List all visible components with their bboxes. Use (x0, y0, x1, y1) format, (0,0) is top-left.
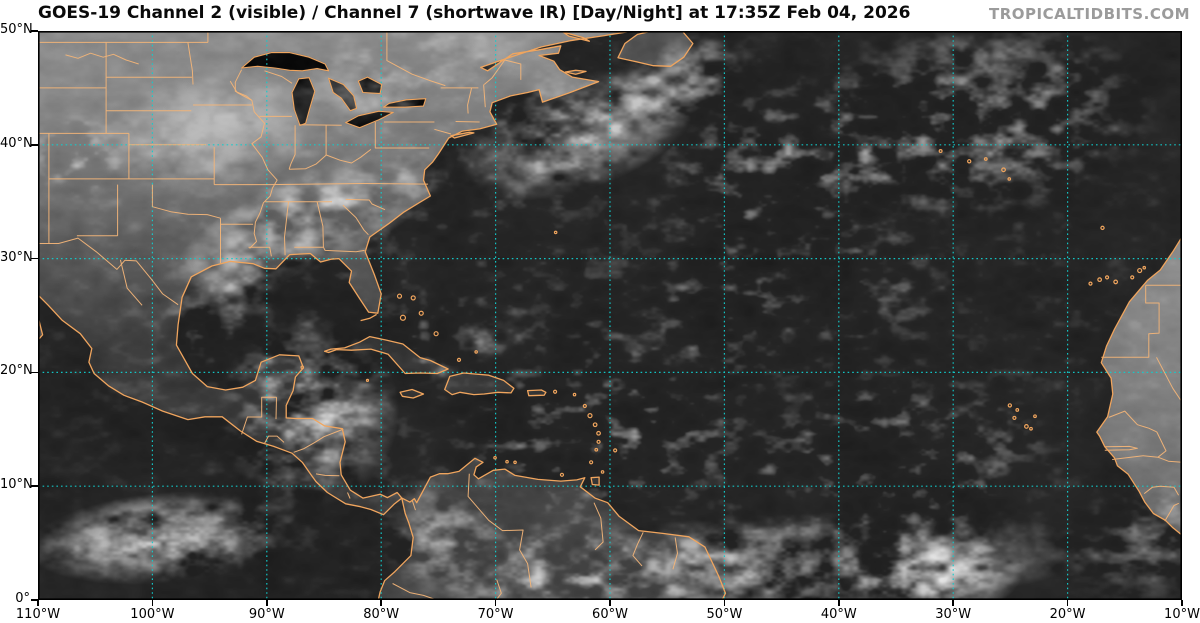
lat-tick (31, 599, 38, 601)
lon-tick (151, 600, 154, 606)
lon-tick (1066, 600, 1069, 606)
lon-tick (1181, 600, 1183, 606)
watermark-tropicaltidbits: TROPICALTIDBITS.COM (989, 5, 1190, 23)
lon-tick (609, 600, 611, 606)
lat-tick-label: 50°N (0, 22, 33, 37)
lat-tick-label: 10°N (0, 477, 33, 493)
lat-tick-label: 20°N (0, 363, 33, 379)
lat-tick (31, 144, 38, 146)
lon-tick-label: 80°W (363, 607, 400, 622)
lat-tick (31, 485, 38, 487)
lon-tick-label: 50°W (706, 607, 743, 622)
image-title: GOES-19 Channel 2 (visible) / Channel 7 … (38, 3, 911, 23)
lon-tick-label: 100°W (130, 607, 175, 622)
satellite-map (38, 31, 1182, 600)
lon-tick (37, 600, 39, 606)
lon-tick (952, 600, 954, 606)
lon-tick-label: 70°W (477, 607, 514, 622)
lon-tick-label: 20°W (1049, 607, 1086, 622)
lat-tick-label: 30°N (0, 249, 33, 265)
lon-tick-label: 110°W (15, 607, 61, 622)
lon-tick-label: 60°W (592, 607, 628, 622)
lon-tick-label: 40°W (820, 607, 857, 622)
lat-tick (31, 257, 38, 260)
lat-tick-label: 0° (15, 591, 30, 606)
lat-tick (31, 30, 38, 32)
lon-tick (380, 600, 382, 606)
lon-tick-label: 90°W (248, 607, 285, 622)
lon-tick (494, 600, 497, 606)
lon-tick-label: 10°W (1164, 607, 1200, 622)
lon-tick-label: 30°W (935, 607, 972, 622)
lon-tick (723, 600, 726, 606)
lon-tick (838, 600, 840, 606)
lat-tick (31, 371, 38, 374)
satellite-image-canvas (38, 31, 1182, 600)
lon-tick (266, 600, 268, 606)
lat-tick-label: 40°N (0, 135, 33, 151)
